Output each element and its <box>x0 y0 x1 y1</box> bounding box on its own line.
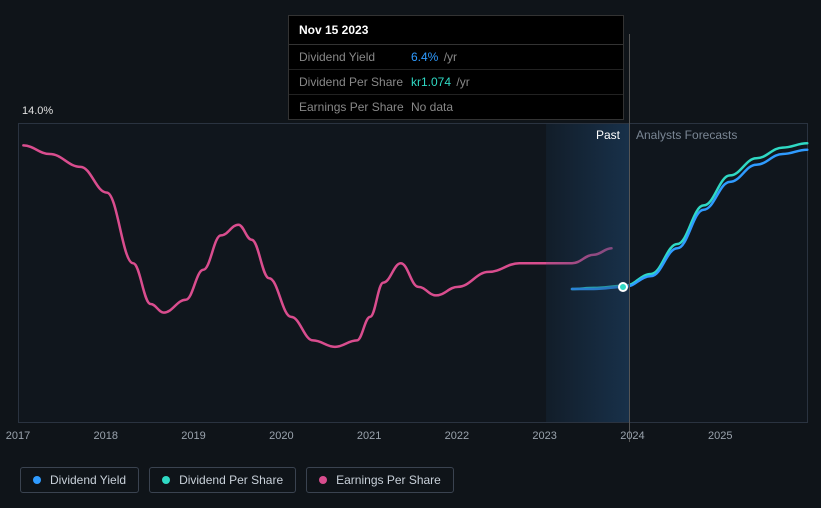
forecast-shade <box>546 124 629 422</box>
tooltip-date: Nov 15 2023 <box>289 16 623 45</box>
legend-label: Dividend Per Share <box>179 473 283 487</box>
x-tick: 2024 <box>620 430 644 442</box>
plot-area[interactable]: Past Analysts Forecasts <box>18 123 808 423</box>
tooltip-label: Dividend Yield <box>299 50 411 64</box>
legend-label: Earnings Per Share <box>336 473 441 487</box>
tooltip-label: Earnings Per Share <box>299 100 411 114</box>
legend: Dividend Yield Dividend Per Share Earnin… <box>20 467 454 493</box>
tooltip-value: No data <box>411 100 613 114</box>
legend-dot-icon <box>162 476 170 484</box>
legend-label: Dividend Yield <box>50 473 126 487</box>
x-tick: 2019 <box>181 430 205 442</box>
tooltip-row: Dividend Per Sharekr1.074 /yr <box>289 70 623 95</box>
tooltip-value: kr1.074 /yr <box>411 75 613 89</box>
chart-lines <box>19 124 809 424</box>
tooltip-label: Dividend Per Share <box>299 75 411 89</box>
x-tick: 2020 <box>269 430 293 442</box>
x-tick: 2021 <box>357 430 381 442</box>
hover-tooltip: Nov 15 2023 Dividend Yield6.4% /yrDivide… <box>288 15 624 120</box>
tooltip-row: Dividend Yield6.4% /yr <box>289 45 623 70</box>
legend-dot-icon <box>319 476 327 484</box>
dividend-chart: 14.0% 0% Past Analysts Forecasts 2017201… <box>18 105 808 445</box>
legend-dividend-yield[interactable]: Dividend Yield <box>20 467 139 493</box>
x-axis: 201720182019202020212022202320242025 <box>18 430 808 450</box>
x-tick: 2025 <box>708 430 732 442</box>
past-label: Past <box>596 128 620 142</box>
x-tick: 2018 <box>94 430 118 442</box>
x-tick: 2023 <box>532 430 556 442</box>
y-axis-max: 14.0% <box>22 105 53 117</box>
cursor-line <box>629 34 630 442</box>
x-tick: 2022 <box>445 430 469 442</box>
x-tick: 2017 <box>6 430 30 442</box>
legend-dividend-per-share[interactable]: Dividend Per Share <box>149 467 296 493</box>
series-line <box>23 145 611 346</box>
legend-dot-icon <box>33 476 41 484</box>
hover-marker <box>618 282 628 292</box>
legend-earnings-per-share[interactable]: Earnings Per Share <box>306 467 454 493</box>
forecast-label: Analysts Forecasts <box>636 128 737 142</box>
tooltip-value: 6.4% /yr <box>411 50 613 64</box>
tooltip-row: Earnings Per ShareNo data <box>289 95 623 119</box>
